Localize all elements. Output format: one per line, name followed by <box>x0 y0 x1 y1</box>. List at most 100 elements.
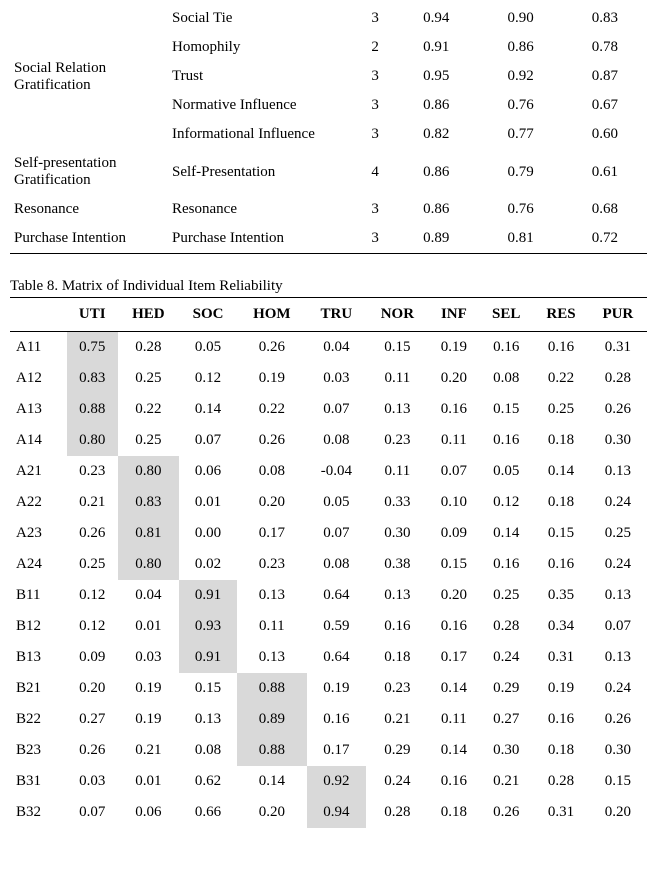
cell: 0.94 <box>307 797 367 828</box>
row-label: B32 <box>10 797 67 828</box>
cell: 0.17 <box>307 735 367 766</box>
cell: 0.26 <box>589 394 647 425</box>
item-label: Homophily <box>168 33 356 62</box>
cell: 0.04 <box>118 580 179 611</box>
cell: 0.81 <box>118 518 179 549</box>
cell: 0.09 <box>429 518 480 549</box>
table-row: A230.260.810.000.170.070.300.090.140.150… <box>10 518 647 549</box>
cell: 0.30 <box>479 735 533 766</box>
row-label: A22 <box>10 487 67 518</box>
cell: 0.24 <box>589 549 647 580</box>
cell: 2 <box>356 33 394 62</box>
cell: 0.22 <box>237 394 306 425</box>
construct-summary-table: Social RelationGratificationSocial Tie30… <box>10 4 647 254</box>
cell: 0.80 <box>118 549 179 580</box>
row-label: B21 <box>10 673 67 704</box>
cell: 0.07 <box>179 425 237 456</box>
cell: 3 <box>356 62 394 91</box>
cell: 0.05 <box>307 487 367 518</box>
row-label: A13 <box>10 394 67 425</box>
cell: 0.19 <box>307 673 367 704</box>
cell: 3 <box>356 195 394 224</box>
cell: 0.88 <box>237 735 306 766</box>
item-label: Normative Influence <box>168 91 356 120</box>
item-label: Informational Influence <box>168 120 356 149</box>
cell: 0.94 <box>394 4 478 33</box>
cell: 0.59 <box>307 611 367 642</box>
cell: 0.60 <box>563 120 647 149</box>
cell: 0.18 <box>533 487 588 518</box>
cell: 0.19 <box>237 363 306 394</box>
cell: 0.12 <box>67 611 118 642</box>
item-label: Trust <box>168 62 356 91</box>
item-label: Resonance <box>168 195 356 224</box>
row-label: B22 <box>10 704 67 735</box>
cell: 0.35 <box>533 580 588 611</box>
cell: 0.21 <box>366 704 428 735</box>
cell: 0.31 <box>533 642 588 673</box>
cell: 0.14 <box>479 518 533 549</box>
cell: 0.01 <box>118 766 179 797</box>
cell: 0.20 <box>589 797 647 828</box>
column-header: TRU <box>307 298 367 332</box>
cell: 0.16 <box>533 704 588 735</box>
table-row: A130.880.220.140.220.070.130.160.150.250… <box>10 394 647 425</box>
cell: 0.91 <box>179 642 237 673</box>
column-header: HOM <box>237 298 306 332</box>
cell: 0.87 <box>563 62 647 91</box>
cell: 0.64 <box>307 642 367 673</box>
cell: 0.90 <box>478 4 562 33</box>
cell: 0.89 <box>394 224 478 254</box>
cell: 0.38 <box>366 549 428 580</box>
cell: 0.31 <box>589 332 647 364</box>
cell: 0.76 <box>478 195 562 224</box>
cell: 0.22 <box>118 394 179 425</box>
cell: 0.20 <box>237 797 306 828</box>
cell: 0.19 <box>533 673 588 704</box>
cell: 0.18 <box>533 735 588 766</box>
column-header: HED <box>118 298 179 332</box>
cell: 0.14 <box>237 766 306 797</box>
cell: 0.14 <box>533 456 588 487</box>
column-header: PUR <box>589 298 647 332</box>
column-header <box>10 298 67 332</box>
table-row: ResonanceResonance30.860.760.68 <box>10 195 647 224</box>
cell: 0.77 <box>478 120 562 149</box>
cell: 0.26 <box>67 518 118 549</box>
cell: 0.79 <box>478 149 562 195</box>
cell: 0.14 <box>429 673 480 704</box>
cell: 0.16 <box>533 549 588 580</box>
cell: 0.06 <box>179 456 237 487</box>
cell: 0.07 <box>429 456 480 487</box>
column-header: INF <box>429 298 480 332</box>
row-label: B12 <box>10 611 67 642</box>
cell: 0.18 <box>533 425 588 456</box>
table-row: B130.090.030.910.130.640.180.170.240.310… <box>10 642 647 673</box>
cell: 0.20 <box>429 580 480 611</box>
cell: 0.14 <box>179 394 237 425</box>
cell: 0.81 <box>478 224 562 254</box>
cell: 0.89 <box>237 704 306 735</box>
cell: 0.24 <box>589 487 647 518</box>
cell: 0.13 <box>237 642 306 673</box>
cell: 0.16 <box>429 766 480 797</box>
column-header: NOR <box>366 298 428 332</box>
cell: 0.17 <box>429 642 480 673</box>
cell: 0.07 <box>307 518 367 549</box>
cell: 0.25 <box>589 518 647 549</box>
cell: 0.78 <box>563 33 647 62</box>
cell: 0.08 <box>179 735 237 766</box>
cell: 0.23 <box>67 456 118 487</box>
table-row: B320.070.060.660.200.940.280.180.260.310… <box>10 797 647 828</box>
cell: 0.16 <box>429 611 480 642</box>
item-label: Purchase Intention <box>168 224 356 254</box>
cell: 0.86 <box>394 149 478 195</box>
cell: 0.88 <box>237 673 306 704</box>
cell: 3 <box>356 4 394 33</box>
row-label: A11 <box>10 332 67 364</box>
cell: 0.16 <box>307 704 367 735</box>
cell: 0.28 <box>366 797 428 828</box>
cell: 0.03 <box>67 766 118 797</box>
table-row: Purchase IntentionPurchase Intention30.8… <box>10 224 647 254</box>
cell: 0.08 <box>237 456 306 487</box>
